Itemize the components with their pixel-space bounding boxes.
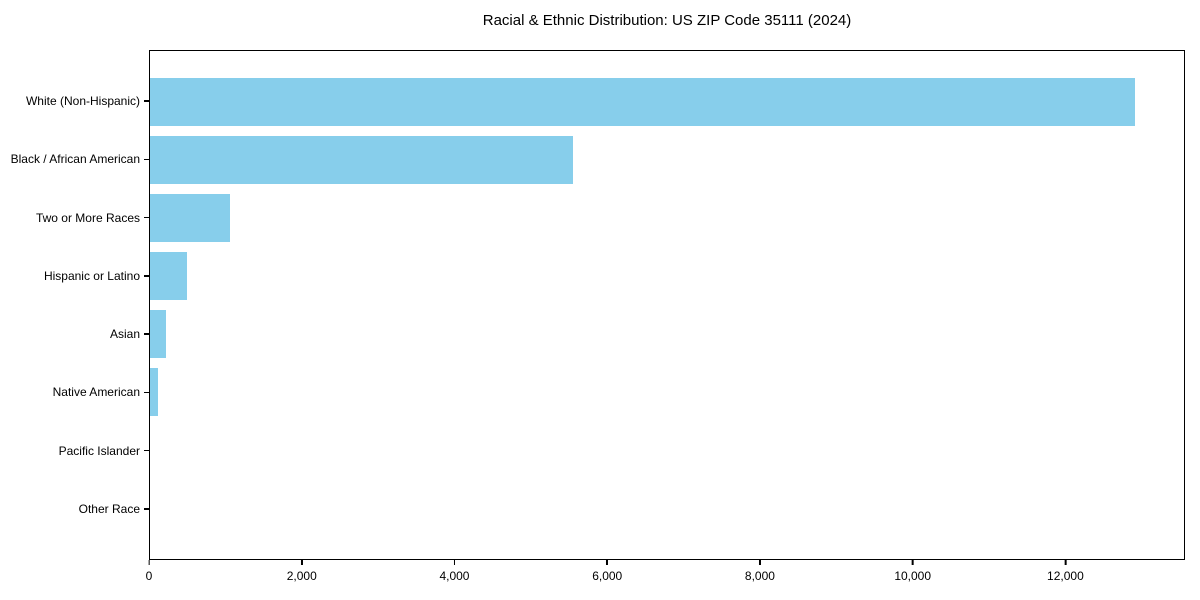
y-tick-mark bbox=[144, 449, 149, 452]
bar-asian bbox=[150, 310, 167, 358]
x-tick: 8,000 bbox=[745, 560, 775, 583]
x-tick: 10,000 bbox=[894, 560, 931, 583]
x-tick: 0 bbox=[145, 560, 153, 583]
x-tick-mark bbox=[606, 560, 608, 565]
y-tick-label: Other Race bbox=[78, 501, 140, 516]
y-tick-mark bbox=[144, 216, 149, 219]
x-tick-mark bbox=[300, 560, 303, 565]
bar-row bbox=[150, 73, 1184, 131]
x-tick-mark bbox=[911, 560, 914, 565]
x-tick: 6,000 bbox=[592, 560, 622, 583]
x-tick-label: 0 bbox=[145, 569, 153, 583]
y-tick-label: White (Non-Hispanic) bbox=[25, 94, 140, 109]
bar-row bbox=[150, 131, 1184, 189]
y-axis-label-row: Black / African American bbox=[0, 130, 149, 188]
bar-row bbox=[150, 189, 1184, 247]
bar-two-or-more-races bbox=[150, 194, 230, 242]
x-tick-label: 12,000 bbox=[1047, 569, 1084, 583]
bar-row bbox=[150, 247, 1184, 305]
x-tick-label: 2,000 bbox=[286, 569, 317, 583]
plot-area bbox=[149, 50, 1185, 560]
y-tick-label: Hispanic or Latino bbox=[43, 268, 140, 283]
y-tick-label: Native American bbox=[52, 385, 140, 400]
x-tick-mark bbox=[148, 560, 150, 565]
y-tick-mark bbox=[144, 391, 149, 394]
y-tick-label: Black / African American bbox=[10, 152, 140, 167]
y-axis-label-row: Native American bbox=[0, 363, 149, 421]
y-axis-label-row: White (Non-Hispanic) bbox=[0, 72, 149, 130]
y-axis-label-row: Other Race bbox=[0, 480, 149, 538]
x-tick: 2,000 bbox=[287, 560, 317, 583]
x-tick-mark bbox=[1064, 560, 1067, 565]
y-tick-mark bbox=[144, 100, 149, 102]
y-tick-mark bbox=[144, 508, 149, 510]
x-tick: 4,000 bbox=[439, 560, 469, 583]
bar-row bbox=[150, 479, 1184, 537]
x-tick-label: 8,000 bbox=[744, 569, 775, 583]
x-tick-label: 4,000 bbox=[439, 569, 470, 583]
y-tick-label: Two or More Races bbox=[35, 210, 140, 225]
bar-black-african-american bbox=[150, 136, 574, 184]
bars-container bbox=[150, 51, 1184, 559]
bar-native-american bbox=[150, 368, 158, 416]
bar-hispanic-or-latino bbox=[150, 252, 187, 300]
x-tick-mark bbox=[453, 560, 456, 565]
x-tick-label: 10,000 bbox=[894, 569, 932, 583]
x-tick: 12,000 bbox=[1047, 560, 1084, 583]
y-tick-mark bbox=[144, 333, 149, 335]
y-tick-label: Pacific Islander bbox=[58, 443, 140, 458]
y-tick-label: Asian bbox=[109, 327, 140, 342]
bar-row bbox=[150, 305, 1184, 363]
x-axis-ticks: 0 2,000 4,000 6,000 8,000 10,000 12,000 bbox=[145, 560, 1185, 592]
y-tick-mark bbox=[144, 158, 149, 161]
x-tick-mark bbox=[759, 560, 761, 565]
y-axis-labels: White (Non-Hispanic) Black / African Amer… bbox=[0, 50, 149, 560]
y-tick-mark bbox=[144, 275, 149, 277]
chart-title: Racial & Ethnic Distribution: US ZIP Cod… bbox=[482, 12, 852, 29]
y-axis-label-row: Two or More Races bbox=[0, 189, 149, 247]
bar-row bbox=[150, 363, 1184, 421]
y-axis-label-row: Asian bbox=[0, 305, 149, 363]
y-axis-label-row: Pacific Islander bbox=[0, 422, 149, 480]
bar-row bbox=[150, 421, 1184, 479]
bar-white-non-hispanic bbox=[150, 78, 1135, 126]
y-axis-label-row: Hispanic or Latino bbox=[0, 247, 149, 305]
x-tick-label: 6,000 bbox=[592, 569, 623, 583]
